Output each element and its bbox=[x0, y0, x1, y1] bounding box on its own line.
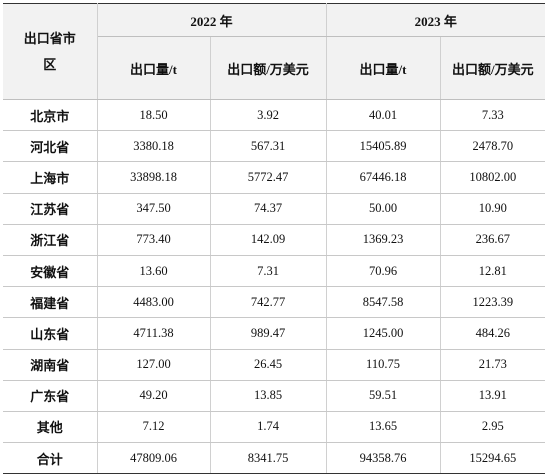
region-name: 河北省 bbox=[3, 130, 98, 163]
year-header-2023: 2023 年 bbox=[326, 3, 546, 37]
region-name: 安徽省 bbox=[3, 255, 98, 288]
region-name: 山东省 bbox=[3, 317, 98, 350]
cell-value-2023: 21.73 bbox=[440, 349, 546, 381]
region-name: 浙江省 bbox=[3, 224, 98, 256]
table-row: 安徽省 13.60 7.31 70.96 12.81 bbox=[3, 255, 546, 288]
cell-value-2022: 142.09 bbox=[210, 224, 327, 256]
cell-value-2022: 3.92 bbox=[210, 99, 327, 132]
region-name: 上海市 bbox=[3, 161, 98, 194]
cell-value-2022: 989.47 bbox=[210, 317, 327, 350]
region-name: 其他 bbox=[3, 411, 98, 444]
cell-value-2023: 10802.00 bbox=[440, 161, 546, 194]
cell-value-2023: 2478.70 bbox=[440, 130, 546, 163]
region-header: 出口省市区 bbox=[3, 3, 98, 100]
cell-volume-2023: 94358.76 bbox=[326, 442, 441, 474]
cell-volume-2023: 110.75 bbox=[326, 349, 441, 381]
cell-volume-2022: 7.12 bbox=[97, 411, 211, 444]
cell-volume-2022: 773.40 bbox=[97, 224, 211, 256]
cell-volume-2023: 67446.18 bbox=[326, 161, 441, 194]
cell-value-2023: 15294.65 bbox=[440, 442, 546, 474]
cell-value-2022: 5772.47 bbox=[210, 161, 327, 194]
cell-volume-2022: 13.60 bbox=[97, 255, 211, 288]
cell-value-2023: 12.81 bbox=[440, 255, 546, 288]
col-header-value-2022: 出口额/万美元 bbox=[210, 36, 327, 100]
cell-value-2022: 13.85 bbox=[210, 380, 327, 412]
region-name: 江苏省 bbox=[3, 193, 98, 225]
cell-volume-2023: 1369.23 bbox=[326, 224, 441, 256]
cell-value-2022: 742.77 bbox=[210, 286, 327, 319]
cell-volume-2022: 33898.18 bbox=[97, 161, 211, 194]
cell-value-2023: 13.91 bbox=[440, 380, 546, 412]
cell-value-2022: 567.31 bbox=[210, 130, 327, 163]
region-name: 福建省 bbox=[3, 286, 98, 319]
cell-volume-2023: 40.01 bbox=[326, 99, 441, 132]
cell-volume-2022: 3380.18 bbox=[97, 130, 211, 163]
table-row: 广东省 49.20 13.85 59.51 13.91 bbox=[3, 380, 546, 412]
table-row: 山东省 4711.38 989.47 1245.00 484.26 bbox=[3, 317, 546, 350]
total-row: 合计 47809.06 8341.75 94358.76 15294.65 bbox=[3, 442, 546, 474]
region-name: 广东省 bbox=[3, 380, 98, 412]
cell-value-2023: 484.26 bbox=[440, 317, 546, 350]
cell-volume-2022: 127.00 bbox=[97, 349, 211, 381]
col-header-value-2023: 出口额/万美元 bbox=[440, 36, 546, 100]
table-row: 河北省 3380.18 567.31 15405.89 2478.70 bbox=[3, 130, 546, 163]
cell-value-2022: 7.31 bbox=[210, 255, 327, 288]
cell-volume-2022: 47809.06 bbox=[97, 442, 211, 474]
table-row: 湖南省 127.00 26.45 110.75 21.73 bbox=[3, 349, 546, 381]
table-row: 其他 7.12 1.74 13.65 2.95 bbox=[3, 411, 546, 444]
cell-volume-2023: 70.96 bbox=[326, 255, 441, 288]
cell-volume-2022: 18.50 bbox=[97, 99, 211, 132]
region-name: 合计 bbox=[3, 442, 98, 474]
table-row: 上海市 33898.18 5772.47 67446.18 10802.00 bbox=[3, 161, 546, 194]
col-header-volume-2022: 出口量/t bbox=[97, 36, 211, 100]
col-header-volume-2023: 出口量/t bbox=[326, 36, 441, 100]
cell-volume-2023: 50.00 bbox=[326, 193, 441, 225]
cell-volume-2023: 15405.89 bbox=[326, 130, 441, 163]
table-row: 北京市 18.50 3.92 40.01 7.33 bbox=[3, 99, 546, 132]
table-row: 福建省 4483.00 742.77 8547.58 1223.39 bbox=[3, 286, 546, 319]
cell-volume-2022: 4483.00 bbox=[97, 286, 211, 319]
cell-value-2023: 2.95 bbox=[440, 411, 546, 444]
cell-volume-2023: 59.51 bbox=[326, 380, 441, 412]
cell-volume-2022: 49.20 bbox=[97, 380, 211, 412]
cell-value-2023: 1223.39 bbox=[440, 286, 546, 319]
cell-value-2022: 74.37 bbox=[210, 193, 327, 225]
table-body: 北京市 18.50 3.92 40.01 7.33 河北省 3380.18 567.31 154… bbox=[3, 99, 546, 474]
cell-value-2022: 26.45 bbox=[210, 349, 327, 381]
cell-volume-2023: 13.65 bbox=[326, 411, 441, 444]
cell-volume-2022: 4711.38 bbox=[97, 317, 211, 350]
export-table-container: 出口省市区 2022 年 2023 年 出口量/t 出口额/万美元 出口量/t … bbox=[3, 3, 546, 474]
export-table: 出口省市区 2022 年 2023 年 出口量/t 出口额/万美元 出口量/t … bbox=[3, 3, 546, 474]
cell-value-2023: 10.90 bbox=[440, 193, 546, 225]
region-name: 北京市 bbox=[3, 99, 98, 132]
cell-value-2022: 1.74 bbox=[210, 411, 327, 444]
cell-value-2022: 8341.75 bbox=[210, 442, 327, 474]
cell-value-2023: 236.67 bbox=[440, 224, 546, 256]
cell-volume-2022: 347.50 bbox=[97, 193, 211, 225]
cell-volume-2023: 1245.00 bbox=[326, 317, 441, 350]
region-name: 湖南省 bbox=[3, 349, 98, 381]
table-row: 江苏省 347.50 74.37 50.00 10.90 bbox=[3, 193, 546, 225]
table-row: 浙江省 773.40 142.09 1369.23 236.67 bbox=[3, 224, 546, 256]
year-header-2022: 2022 年 bbox=[97, 3, 327, 37]
cell-volume-2023: 8547.58 bbox=[326, 286, 441, 319]
cell-value-2023: 7.33 bbox=[440, 99, 546, 132]
